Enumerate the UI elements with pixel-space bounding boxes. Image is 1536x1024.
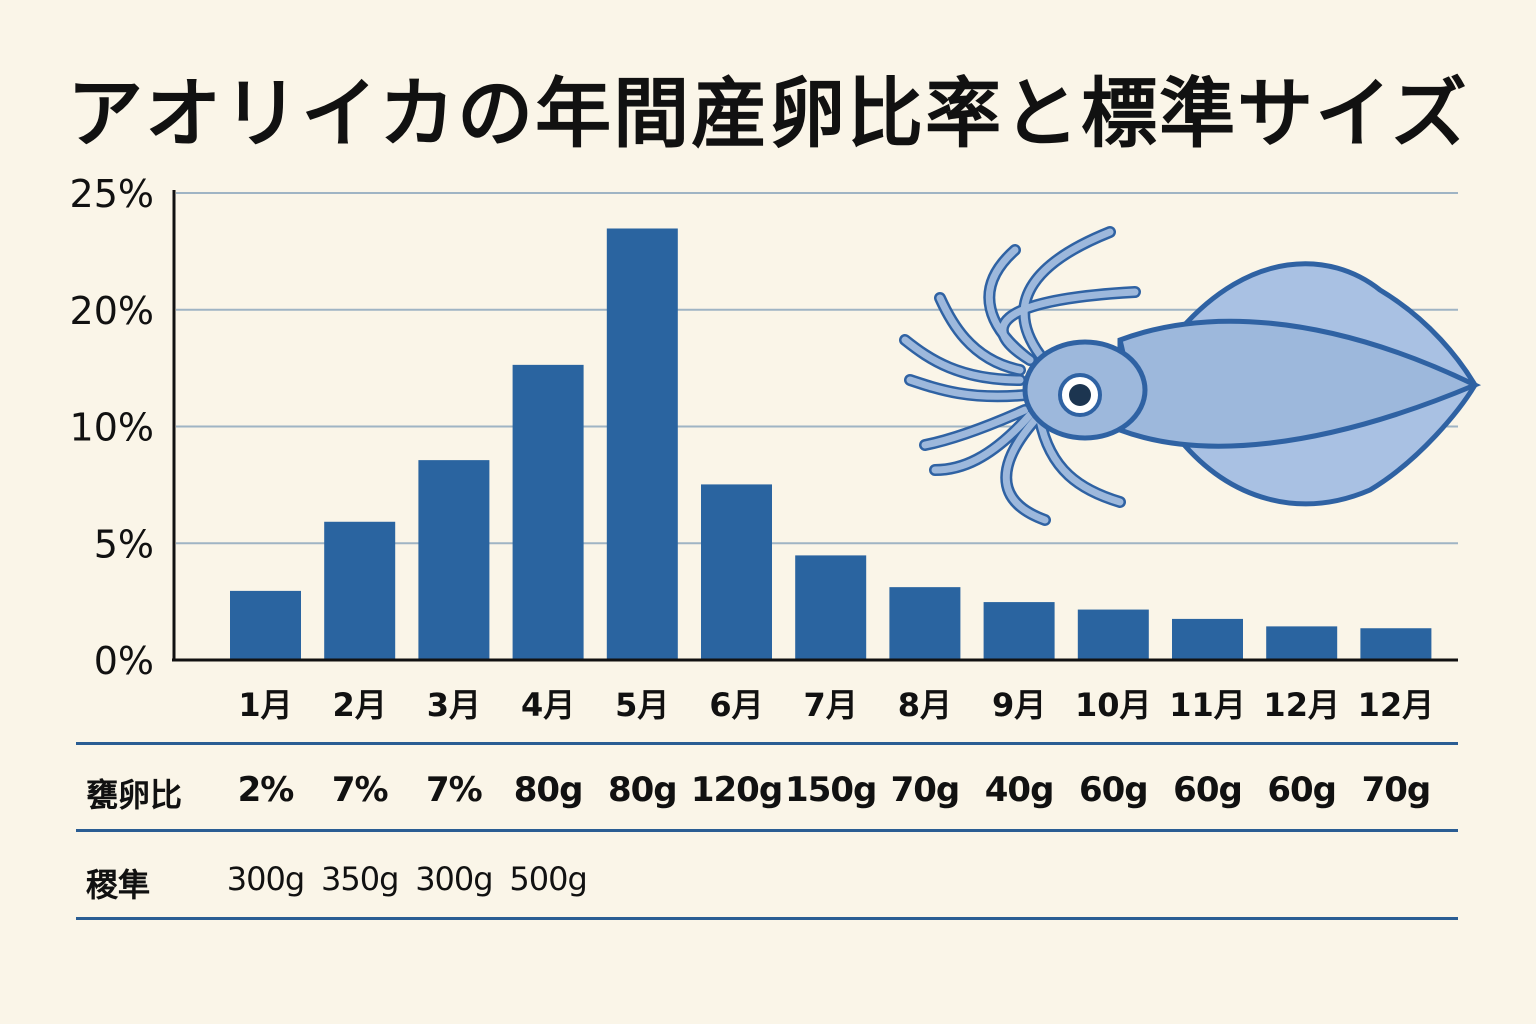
x-tick-label: 11月 (1169, 686, 1246, 724)
x-tick-label: 12月 (1358, 686, 1435, 724)
table-cell: 300g (226, 860, 305, 898)
table-cell: 500g (509, 860, 587, 898)
y-tick-label: 10% (70, 406, 154, 450)
x-tick-label: 10月 (1075, 686, 1152, 724)
x-tick-label: 7月 (804, 686, 858, 724)
table-cell: 2% (237, 770, 295, 810)
bar (983, 602, 1055, 660)
bar (1077, 609, 1149, 660)
row-label-standard-size: 稷隼 (86, 866, 151, 904)
x-tick-label: 1月 (238, 686, 292, 724)
x-tick-label: 3月 (427, 686, 481, 724)
bar (1172, 618, 1243, 660)
table-cell: 60g (1267, 770, 1337, 810)
squid-icon (899, 226, 1482, 526)
bar (701, 484, 772, 660)
x-tick-label: 2月 (333, 686, 387, 724)
bar (1266, 626, 1338, 660)
bar (889, 587, 961, 660)
bar (418, 460, 490, 660)
table-cell: 7% (331, 770, 389, 810)
table-cell: 120g (690, 770, 783, 810)
x-tick-label: 5月 (615, 686, 669, 724)
table-cell: 60g (1173, 770, 1243, 810)
table-cell: 40g (984, 770, 1055, 810)
bar (512, 364, 584, 660)
table-cell: 70g (1361, 770, 1432, 810)
table-divider (76, 917, 1458, 920)
table-divider (76, 829, 1458, 832)
y-tick-label: 5% (94, 522, 154, 566)
table-cell: 80g (513, 770, 584, 810)
x-tick-label: 12月 (1263, 686, 1340, 724)
table-cell: 60g (1078, 770, 1149, 810)
table-cell: 300g (415, 860, 493, 898)
x-tick-label: 8月 (898, 686, 952, 724)
bar (1360, 628, 1432, 660)
y-tick-label: 0% (94, 639, 154, 683)
x-tick-label: 6月 (709, 686, 763, 724)
bar (324, 521, 396, 660)
x-tick-label: 4月 (521, 686, 575, 724)
table-divider (76, 742, 1458, 745)
table-cell: 70g (890, 770, 961, 810)
y-tick-label: 25% (70, 172, 154, 216)
table-cell: 7% (426, 770, 483, 810)
table-cell: 80g (607, 770, 678, 810)
chart-title: アオリイカの年間産卵比率と標準サイズ (67, 69, 1469, 158)
bar (606, 228, 678, 660)
table-cell: 350g (320, 860, 399, 898)
bar (230, 590, 301, 660)
y-tick-label: 20% (70, 289, 154, 333)
bar (795, 555, 867, 660)
x-tick-label: 9月 (992, 686, 1046, 724)
table-cell: 150g (785, 770, 877, 810)
row-label-spawning-ratio: 甕卵比 (86, 776, 183, 814)
